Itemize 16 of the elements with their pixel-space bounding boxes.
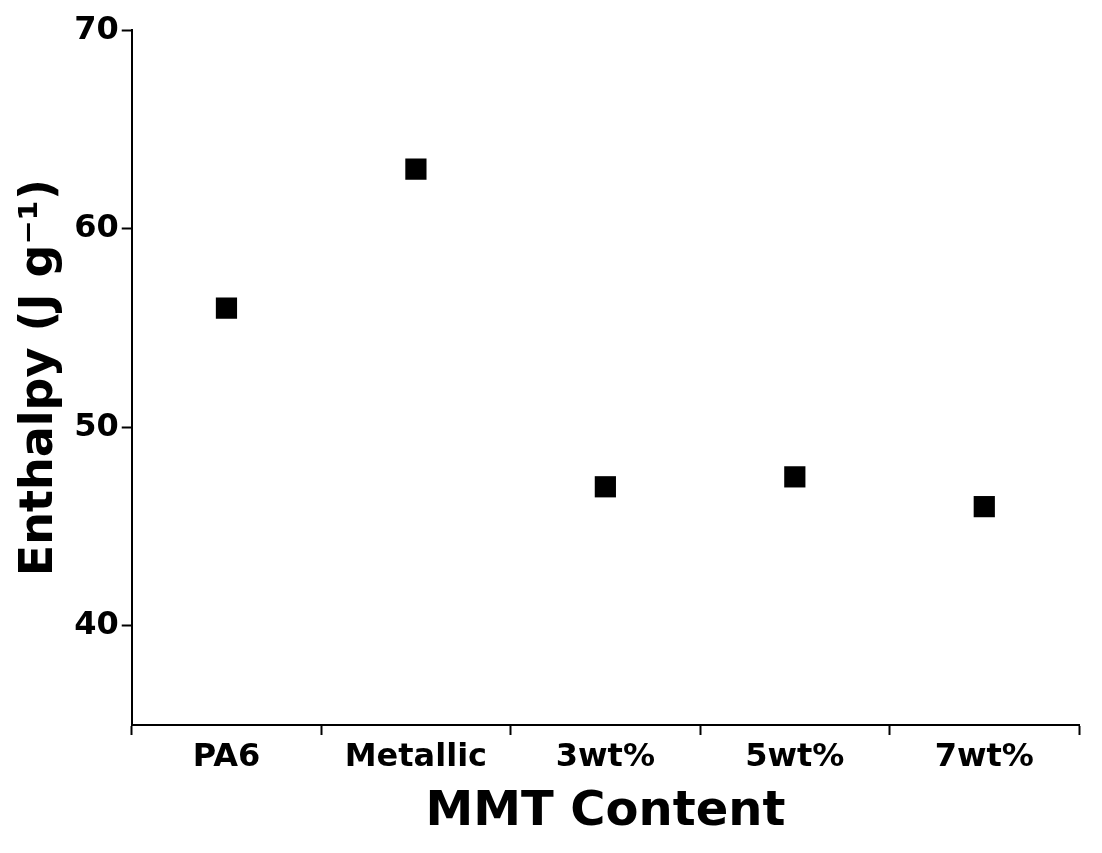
point: [405, 158, 427, 180]
x-tick-label: Metallic: [344, 735, 488, 774]
x-tick-label: 5wt%: [745, 735, 845, 774]
x-tick-label: 7wt%: [934, 735, 1034, 774]
y-tick-label: 40: [74, 604, 119, 643]
x-tick-label: PA6: [192, 735, 261, 774]
y-tick-label: 70: [74, 8, 119, 47]
x-tick-label: 3wt%: [555, 735, 655, 774]
point: [594, 476, 616, 498]
point: [973, 496, 995, 518]
y-tick-label: 60: [74, 207, 119, 246]
x-axis-title: MMT Content: [425, 779, 786, 836]
point: [215, 297, 238, 319]
y-tick-label: 50: [74, 405, 119, 444]
y-axis-title: Enthalpy (J g⁻¹): [8, 179, 63, 577]
point: [784, 466, 806, 488]
